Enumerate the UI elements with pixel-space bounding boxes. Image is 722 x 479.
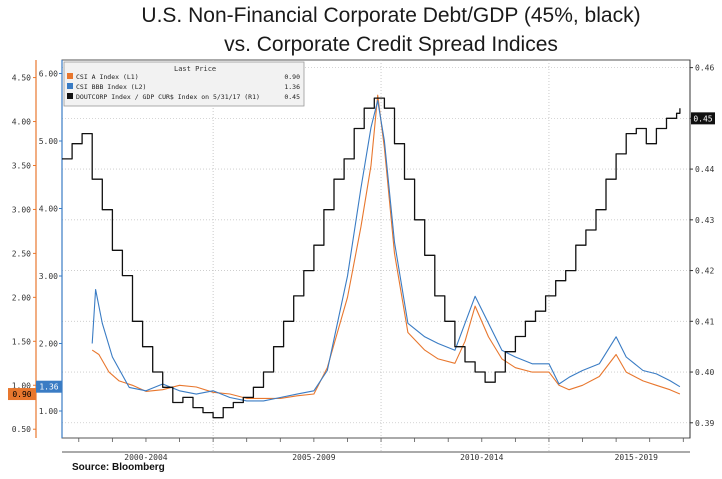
- x-tick-label: 2015-2019: [615, 453, 659, 462]
- x-tick-label: 2005-2009: [292, 453, 336, 462]
- last-value-tag-l2: [36, 380, 62, 393]
- axis-l1-tick-label: 3.50: [12, 161, 31, 170]
- axis-l2-tick-label: 6.00: [39, 70, 58, 79]
- legend-value: 0.90: [284, 73, 300, 81]
- x-tick-label: 2010-2014: [460, 453, 504, 462]
- axis-r1-tick-label: 0.39: [695, 419, 714, 428]
- axis-r1-tick-label: 0.40: [695, 368, 714, 377]
- axis-l1-tick-label: 1.50: [12, 337, 31, 346]
- legend-label: CSI BBB Index (L2): [76, 83, 146, 91]
- legend-value: 0.45: [284, 93, 300, 101]
- legend-box: [63, 61, 305, 107]
- axis-l2-tick-label: 1.00: [39, 407, 58, 416]
- axis-r1-tick-label: 0.44: [695, 165, 714, 174]
- axis-l2-tick-label: 4.00: [39, 205, 58, 214]
- axis-l2-tick-label: 2.00: [39, 340, 58, 349]
- legend-header: Last Price: [174, 65, 216, 73]
- axis-l1-tick-label: 3.00: [12, 205, 31, 214]
- last-value-label-r1: 0.45: [693, 114, 712, 123]
- series-line-csi-bbb: [91, 99, 681, 402]
- axis-l2-tick-label: 5.00: [39, 137, 58, 146]
- axis-l1-tick-label: 4.00: [12, 118, 31, 127]
- chart-title-line-2: vs. Corporate Credit Spread Indices: [224, 33, 558, 56]
- axis-l1-tick-label: 0.50: [12, 425, 31, 434]
- plot-frame: [61, 59, 691, 439]
- axis-r1-tick-label: 0.43: [695, 216, 714, 225]
- axis-l1-tick-label: 4.50: [12, 74, 31, 83]
- last-value-tag-l1: [8, 388, 36, 401]
- chart-title-line-1: U.S. Non-Financial Corporate Debt/GDP (4…: [141, 4, 641, 27]
- axis-r1-tick-label: 0.41: [695, 317, 714, 326]
- series-line-csi-a: [91, 94, 681, 399]
- legend-swatch: [67, 83, 73, 89]
- source-note: Source: Bloomberg: [72, 462, 165, 473]
- legend-label: DOUTCORP Index / GDP CUR$ Index on 5/31/…: [76, 93, 260, 101]
- axis-r1-tick-label: 0.46: [695, 64, 714, 73]
- legend-swatch: [67, 73, 73, 79]
- x-tick-label: 2000-2004: [124, 453, 168, 462]
- axis-l2-tick-label: 3.00: [39, 272, 58, 281]
- last-value-tag-r1: [691, 112, 715, 125]
- series-line-debt-gdp: [62, 97, 681, 419]
- axis-l1-tick-label: 2.00: [12, 293, 31, 302]
- legend-label: CSI A Index (L1): [76, 73, 139, 81]
- last-value-label-l2: 1.36: [39, 383, 58, 392]
- axis-l1-tick-label: 1.00: [12, 381, 31, 390]
- legend-value: 1.36: [284, 83, 300, 91]
- legend-swatch: [67, 93, 73, 99]
- axis-l1-tick-label: 2.50: [12, 249, 31, 258]
- last-value-label-l1: 0.90: [12, 390, 31, 399]
- axis-r1-tick-label: 0.42: [695, 267, 714, 276]
